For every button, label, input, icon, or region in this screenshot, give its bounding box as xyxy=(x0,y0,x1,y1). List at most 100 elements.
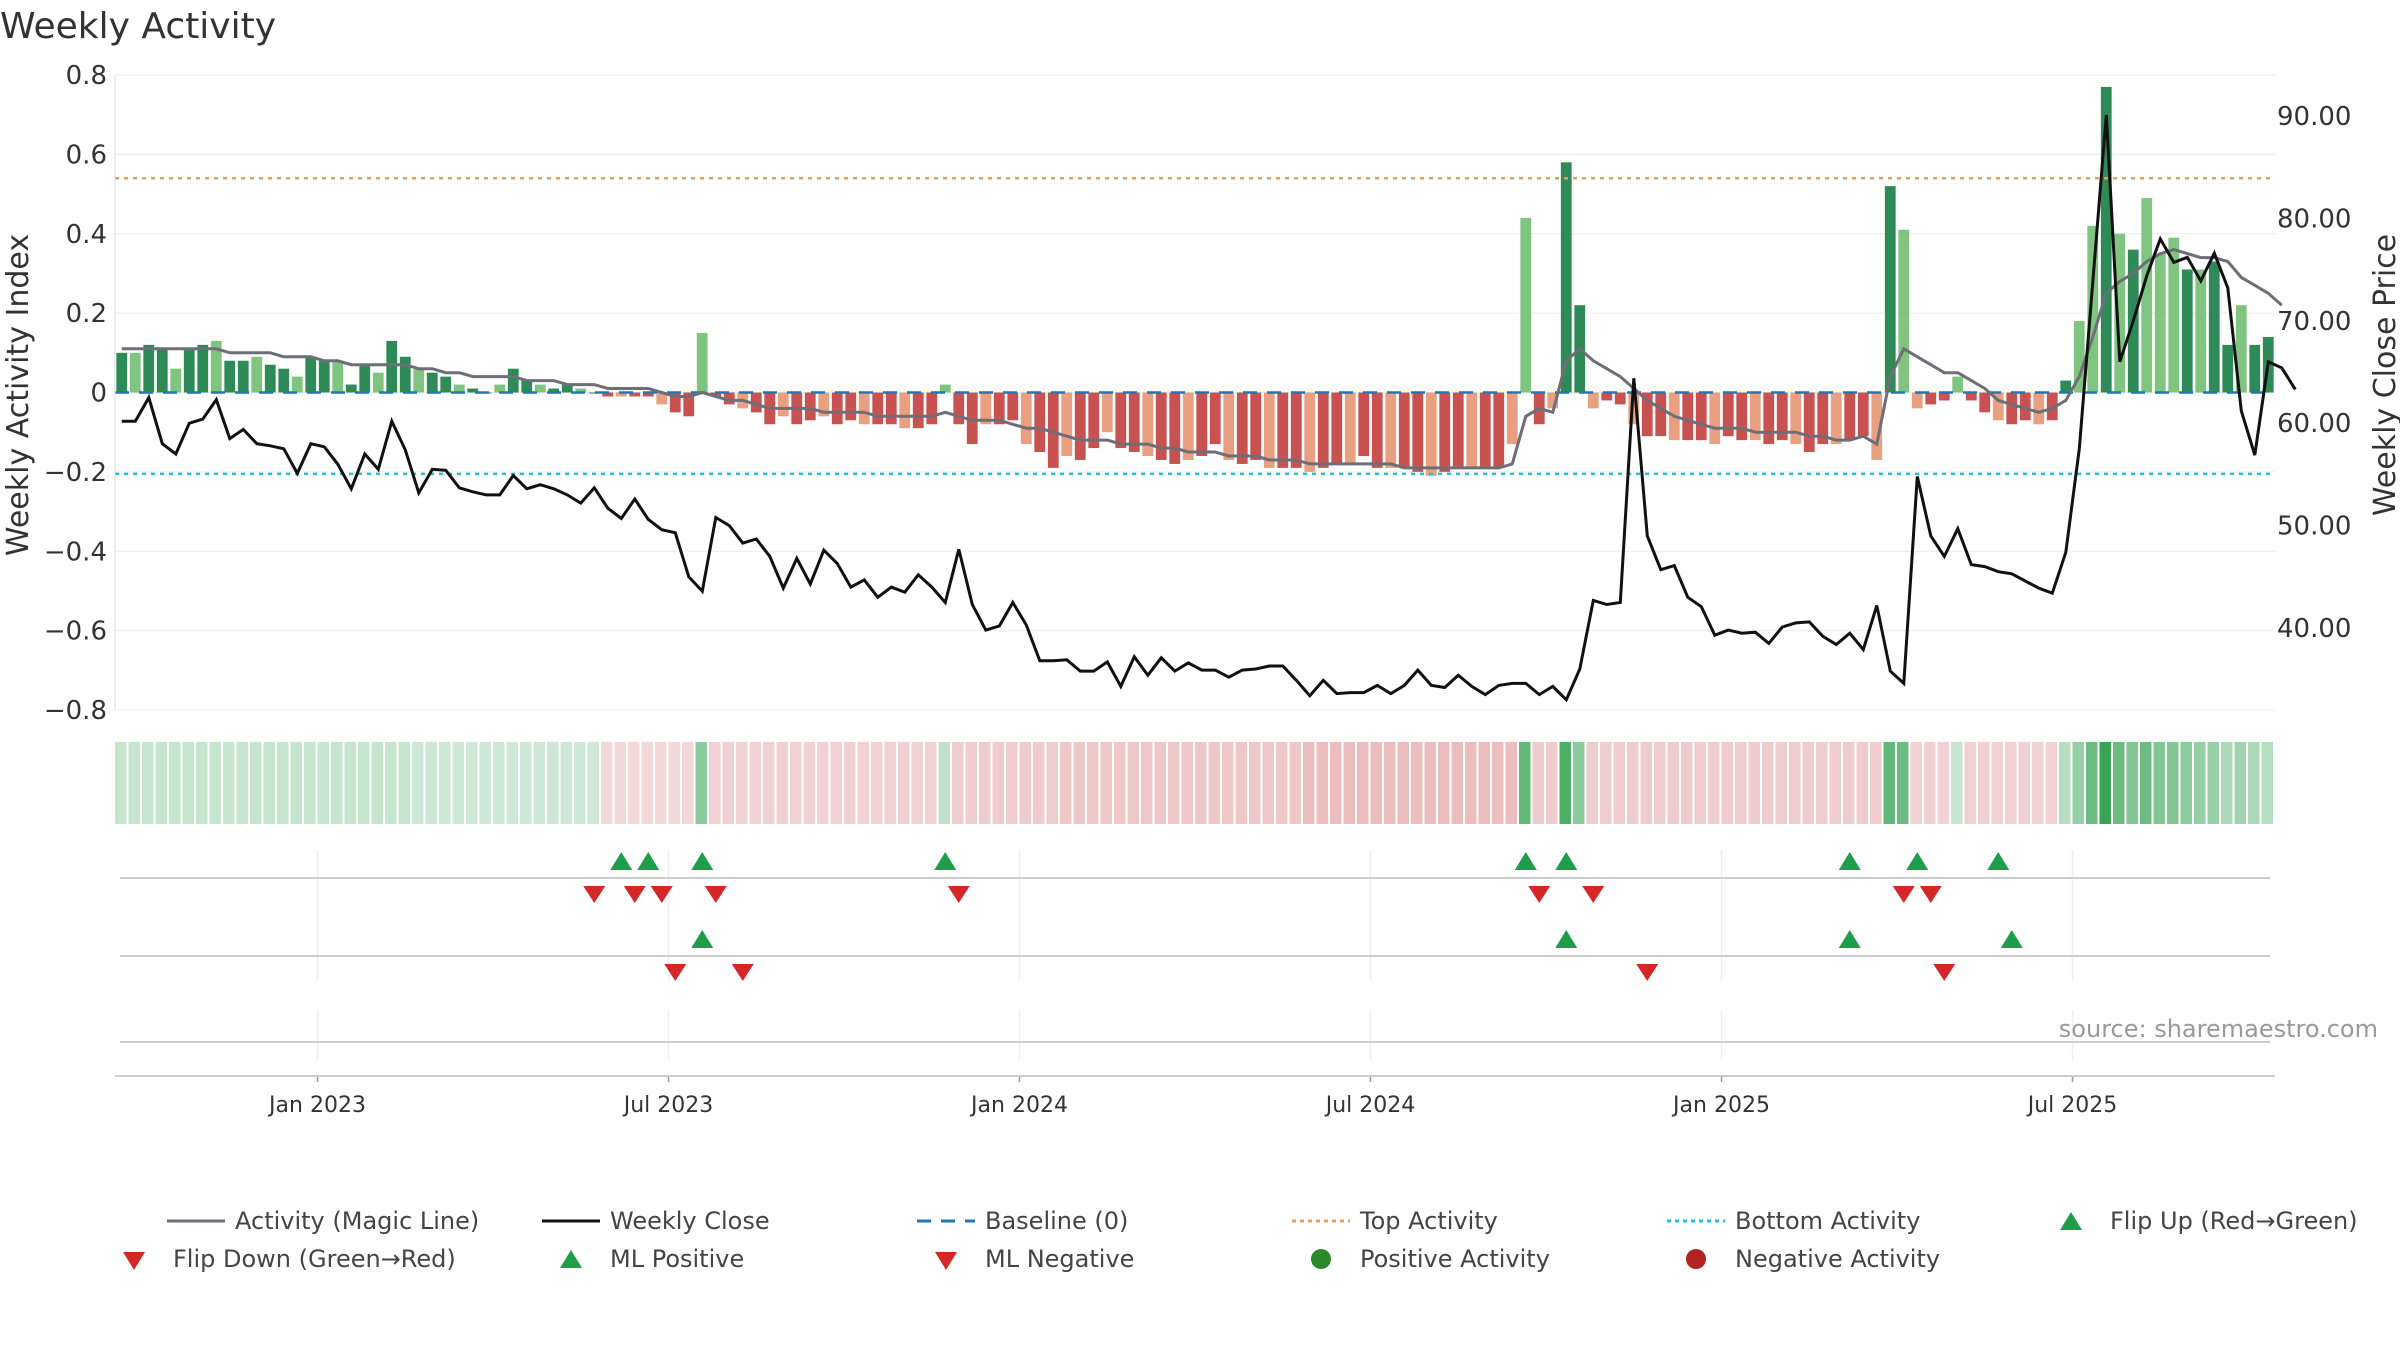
activity-band-cell xyxy=(1964,742,1976,824)
flip-down-marker xyxy=(1528,886,1551,903)
circle-icon xyxy=(1311,1249,1331,1269)
activity-bar-negative xyxy=(1641,392,1653,437)
activity-band-cell xyxy=(2234,742,2246,824)
triangle-down-icon xyxy=(935,1252,957,1270)
activity-bar-negative xyxy=(750,392,762,413)
activity-bar-negative xyxy=(1871,392,1883,460)
flip-down-marker xyxy=(583,886,606,903)
flip-down-marker xyxy=(947,886,970,903)
activity-band-cell xyxy=(182,742,194,824)
activity-bar-negative xyxy=(804,392,816,421)
activity-bar-negative xyxy=(1209,392,1221,445)
activity-band-cell xyxy=(709,742,721,824)
activity-band-cell xyxy=(1019,742,1031,824)
activity-bar-negative xyxy=(1506,392,1518,445)
flip-up-marker xyxy=(1555,852,1578,870)
activity-bar-negative xyxy=(1115,392,1127,449)
activity-bar-negative xyxy=(2046,392,2058,421)
activity-band-cell xyxy=(1883,742,1895,824)
flip-up-marker xyxy=(1838,852,1861,870)
activity-band-cell xyxy=(1843,742,1855,824)
activity-bar-negative xyxy=(1776,392,1788,441)
activity-bar-negative xyxy=(831,392,843,425)
activity-bar-positive xyxy=(521,380,533,393)
activity-bar-negative xyxy=(642,392,654,397)
activity-band-cell xyxy=(128,742,140,824)
x-tick-label: Jan 2024 xyxy=(969,1093,1068,1118)
activity-band-cell xyxy=(736,742,748,824)
y-tick-label: 0 xyxy=(90,379,107,409)
activity-band-cell xyxy=(1478,742,1490,824)
activity-bar-negative xyxy=(1817,392,1829,445)
activity-band-cell xyxy=(560,742,572,824)
activity-band-cell xyxy=(1546,742,1558,824)
activity-bar-negative xyxy=(1709,392,1721,445)
activity-bar-positive xyxy=(440,376,452,393)
activity-band-cell xyxy=(1114,742,1126,824)
activity-band-cell xyxy=(790,742,802,824)
activity-bar-negative xyxy=(1803,392,1815,453)
activity-bar-negative xyxy=(845,392,857,421)
activity-bar-positive xyxy=(2154,253,2166,393)
activity-band-cell xyxy=(776,742,788,824)
activity-bar-negative xyxy=(1047,392,1059,468)
activity-bar-negative xyxy=(1857,392,1869,437)
activity-bar-negative xyxy=(723,392,735,405)
legend-label: Positive Activity xyxy=(1360,1245,1550,1273)
activity-band-cell xyxy=(1168,742,1180,824)
circle-icon xyxy=(1686,1249,1706,1269)
activity-bar-positive xyxy=(305,356,317,393)
activity-bar-negative xyxy=(683,392,695,417)
activity-band-cell xyxy=(155,742,167,824)
y-tick-label: −0.2 xyxy=(44,458,107,488)
activity-band-cell xyxy=(1748,742,1760,824)
activity-bar-positive xyxy=(467,388,479,393)
activity-band-cell xyxy=(898,742,910,824)
activity-band-cell xyxy=(817,742,829,824)
activity-band-cell xyxy=(1667,742,1679,824)
activity-bar-positive xyxy=(939,384,951,393)
activity-band-cell xyxy=(1060,742,1072,824)
activity-bar-positive xyxy=(372,372,384,393)
activity-bar-positive xyxy=(2087,225,2099,393)
activity-band-cell xyxy=(695,742,707,824)
activity-band-cell xyxy=(871,742,883,824)
legend-item-positive-activity: Positive Activity xyxy=(1290,1245,1550,1273)
activity-band-cell xyxy=(1222,742,1234,824)
flip-down-marker xyxy=(623,886,646,903)
legend-label: Weekly Close xyxy=(610,1207,770,1235)
activity-band-cell xyxy=(439,742,451,824)
activity-band-cell xyxy=(1330,742,1342,824)
activity-bar-negative xyxy=(1344,392,1356,464)
activity-bar-negative xyxy=(818,392,830,417)
activity-band-cell xyxy=(1613,742,1625,824)
activity-band-cell xyxy=(1924,742,1936,824)
activity-bar-negative xyxy=(1088,392,1100,449)
activity-band-cell xyxy=(263,742,275,824)
activity-band-cell xyxy=(2086,742,2098,824)
activity-bar-positive xyxy=(359,364,371,393)
activity-band-cell xyxy=(196,742,208,824)
activity-band-cell xyxy=(1870,742,1882,824)
ml-positive-marker xyxy=(691,930,714,948)
activity-bar-negative xyxy=(1155,392,1167,460)
flip-down-marker xyxy=(1582,886,1605,903)
y-tick-label: −0.4 xyxy=(44,537,107,567)
activity-bar-negative xyxy=(1101,392,1113,433)
activity-bar-positive xyxy=(494,384,506,393)
activity-band-cell xyxy=(317,742,329,824)
y-tick-label: −0.6 xyxy=(44,617,107,647)
activity-band-cell xyxy=(1991,742,2003,824)
activity-band-cell xyxy=(965,742,977,824)
activity-bar-positive xyxy=(2168,237,2180,393)
activity-band-cell xyxy=(452,742,464,824)
activity-band-cell xyxy=(2126,742,2138,824)
activity-band-cell xyxy=(844,742,856,824)
activity-band-cell xyxy=(1654,742,1666,824)
activity-bar-positive xyxy=(2181,269,2193,393)
activity-band-cell xyxy=(169,742,181,824)
activity-bar-positive xyxy=(170,368,182,393)
activity-band-cell xyxy=(2153,742,2165,824)
activity-band-cell xyxy=(1910,742,1922,824)
activity-band-cell xyxy=(1208,742,1220,824)
